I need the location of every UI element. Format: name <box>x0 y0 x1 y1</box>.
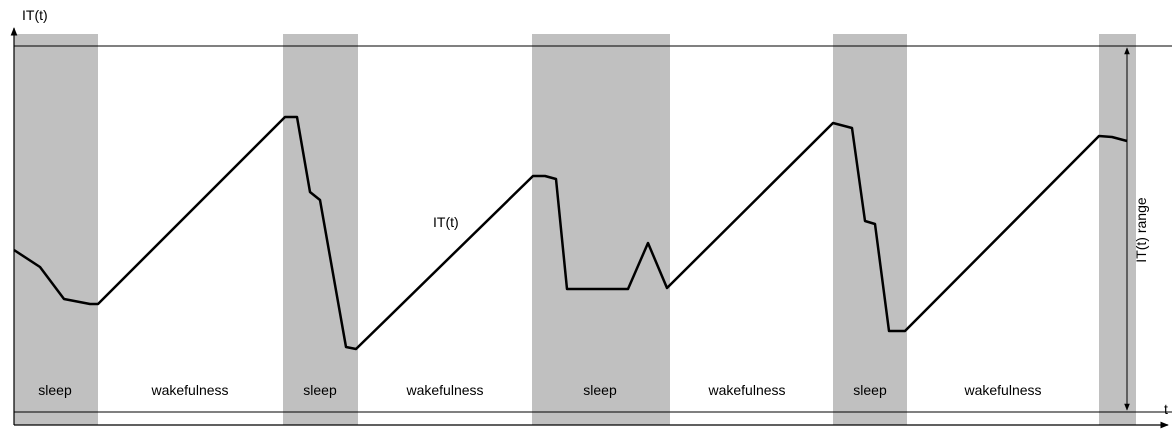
sleep-band <box>1099 34 1136 425</box>
phase-label: sleep <box>38 382 72 398</box>
phase-label: sleep <box>303 382 337 398</box>
x-axis-label: t <box>1164 401 1168 417</box>
phase-label: wakefulness <box>707 382 785 398</box>
phase-label: wakefulness <box>405 382 483 398</box>
phase-label: wakefulness <box>963 382 1041 398</box>
sleep-bands <box>14 34 1136 425</box>
sleep-band <box>283 34 358 425</box>
y-axis-label: IT(t) <box>22 7 48 23</box>
phase-label: sleep <box>853 382 887 398</box>
range-label: IT(t) range <box>1133 197 1149 263</box>
it-curve <box>13 115 1128 351</box>
phase-label: wakefulness <box>150 382 228 398</box>
phase-labels: sleep wakefulness sleep wakefulness slee… <box>38 382 1041 398</box>
phase-label: sleep <box>583 382 617 398</box>
curve-label: IT(t) <box>433 214 459 230</box>
sleep-band <box>833 34 907 425</box>
sleep-band <box>532 34 670 425</box>
sleep-band <box>14 34 98 425</box>
